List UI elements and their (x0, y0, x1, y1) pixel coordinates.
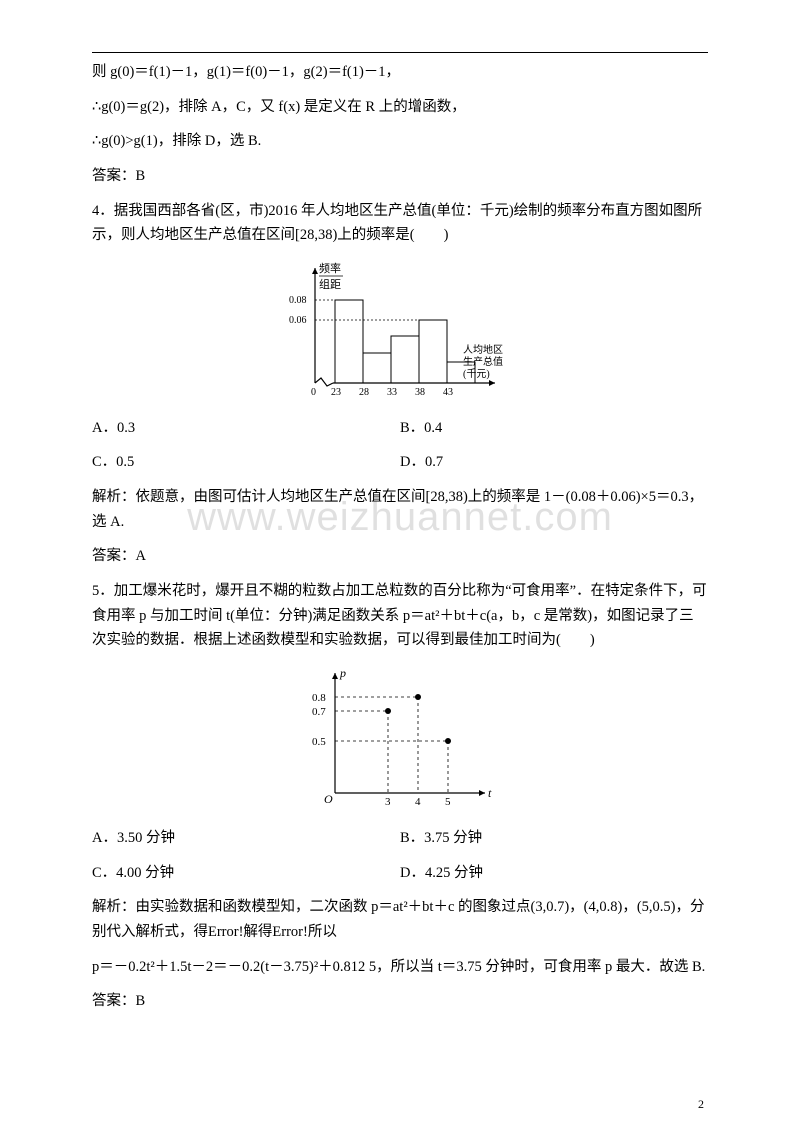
q4-optC: C．0.5 (92, 450, 400, 475)
svg-text:t: t (488, 786, 492, 800)
q5-options-row1: A．3.50 分钟 B．3.75 分钟 (92, 826, 708, 851)
q4-optB: B．0.4 (400, 416, 708, 441)
svg-text:O: O (324, 792, 333, 806)
svg-text:0.5: 0.5 (312, 736, 326, 748)
q4-histogram: 频率 组距 0.08 0.06 0 23 28 33 38 43 人均地区 生产… (92, 258, 708, 408)
q5-optC: C．4.00 分钟 (92, 861, 400, 886)
ylabel-top: 频率 (319, 261, 341, 275)
q5-solution-2: p＝－0.2t²＋1.5t－2＝－0.2(t－3.75)²＋0.812 5，所以… (92, 955, 708, 980)
svg-text:(千元): (千元) (463, 368, 490, 380)
svg-text:5: 5 (445, 796, 451, 808)
q5-text: 5．加工爆米花时，爆开且不糊的粒数占加工总粒数的百分比称为“可食用率”．在特定条… (92, 579, 708, 653)
svg-text:38: 38 (415, 387, 425, 398)
q5-optD: D．4.25 分钟 (400, 861, 708, 886)
svg-text:4: 4 (415, 796, 421, 808)
svg-text:23: 23 (331, 387, 341, 398)
q4-optA: A．0.3 (92, 416, 400, 441)
svg-text:人均地区: 人均地区 (463, 343, 503, 356)
line-1: 则 g(0)＝f(1)－1，g(1)＝f(0)－1，g(2)＝f(1)－1， (92, 60, 708, 85)
q5-plot: p t O 0.8 0.7 0.5 3 4 5 (92, 663, 708, 818)
q4-text: 4．据我国西部各省(区，市)2016 年人均地区生产总值(单位：千元)绘制的频率… (92, 199, 708, 248)
svg-text:43: 43 (443, 387, 453, 398)
page-number: 2 (698, 1097, 704, 1112)
svg-text:3: 3 (385, 796, 391, 808)
answer-3: 答案：B (92, 164, 708, 189)
header-rule (92, 52, 708, 53)
q4-options-row1: A．0.3 B．0.4 (92, 416, 708, 441)
svg-text:0: 0 (311, 387, 316, 398)
svg-text:0.8: 0.8 (312, 692, 326, 704)
q5-options-row2: C．4.00 分钟 D．4.25 分钟 (92, 861, 708, 886)
q4-optD: D．0.7 (400, 450, 708, 475)
q5-optA: A．3.50 分钟 (92, 826, 400, 851)
q5-answer: 答案：B (92, 989, 708, 1014)
svg-text:生产总值: 生产总值 (463, 355, 503, 368)
svg-text:p: p (339, 666, 346, 680)
q4-options-row2: C．0.5 D．0.7 (92, 450, 708, 475)
q5-optB: B．3.75 分钟 (400, 826, 708, 851)
q5-solution-1: 解析：由实验数据和函数模型知，二次函数 p＝at²＋bt＋c 的图象过点(3,0… (92, 895, 708, 944)
q4-solution: 解析：依题意，由图可估计人均地区生产总值在区间[28,38)上的频率是 1－(0… (92, 485, 708, 534)
svg-text:0.06: 0.06 (289, 315, 307, 326)
q4-answer: 答案：A (92, 544, 708, 569)
line-2: ∴g(0)＝g(2)，排除 A，C，又 f(x) 是定义在 R 上的增函数， (92, 95, 708, 120)
svg-text:28: 28 (359, 387, 369, 398)
svg-text:33: 33 (387, 387, 397, 398)
svg-text:0.7: 0.7 (312, 706, 326, 718)
ylabel-bottom: 组距 (319, 277, 341, 291)
svg-text:0.08: 0.08 (289, 295, 307, 306)
line-3: ∴g(0)>g(1)，排除 D，选 B. (92, 129, 708, 154)
